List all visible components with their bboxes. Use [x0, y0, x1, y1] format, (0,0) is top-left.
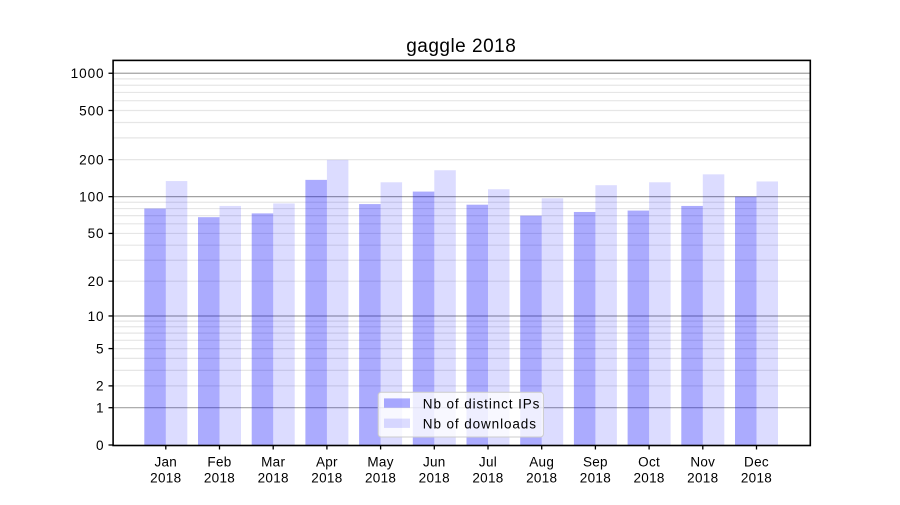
svg-text:gaggle 2018: gaggle 2018	[406, 36, 516, 57]
svg-text:Nov: Nov	[690, 454, 715, 469]
svg-text:2018: 2018	[526, 471, 557, 486]
svg-text:2018: 2018	[365, 471, 396, 486]
svg-text:5: 5	[96, 341, 104, 356]
svg-text:Nb of distinct IPs: Nb of distinct IPs	[423, 396, 541, 411]
svg-text:2018: 2018	[633, 471, 664, 486]
svg-text:Dec: Dec	[744, 454, 769, 469]
svg-text:Jun: Jun	[423, 454, 446, 469]
svg-text:0: 0	[96, 438, 104, 453]
svg-text:Feb: Feb	[207, 454, 231, 469]
svg-text:1: 1	[96, 401, 104, 416]
svg-text:2018: 2018	[311, 471, 342, 486]
svg-text:100: 100	[79, 189, 104, 204]
svg-text:2018: 2018	[472, 471, 503, 486]
svg-text:2018: 2018	[580, 471, 611, 486]
svg-text:10: 10	[88, 309, 105, 324]
svg-text:500: 500	[79, 103, 104, 118]
svg-text:Oct: Oct	[638, 454, 660, 469]
svg-text:1000: 1000	[71, 66, 105, 81]
svg-text:Apr: Apr	[316, 454, 338, 469]
svg-text:2018: 2018	[150, 471, 181, 486]
svg-text:200: 200	[79, 152, 104, 167]
svg-text:2018: 2018	[687, 471, 718, 486]
svg-text:50: 50	[88, 226, 105, 241]
svg-text:2018: 2018	[204, 471, 235, 486]
svg-text:2018: 2018	[741, 471, 772, 486]
svg-text:2018: 2018	[419, 471, 450, 486]
svg-text:20: 20	[88, 274, 105, 289]
svg-text:Aug: Aug	[529, 454, 554, 469]
svg-text:Jan: Jan	[154, 454, 177, 469]
svg-text:Jul: Jul	[479, 454, 497, 469]
svg-text:May: May	[367, 454, 393, 469]
svg-text:Sep: Sep	[583, 454, 608, 469]
svg-text:2018: 2018	[258, 471, 289, 486]
svg-text:Mar: Mar	[261, 454, 285, 469]
svg-text:Nb of downloads: Nb of downloads	[423, 417, 537, 432]
svg-text:2: 2	[96, 379, 104, 394]
